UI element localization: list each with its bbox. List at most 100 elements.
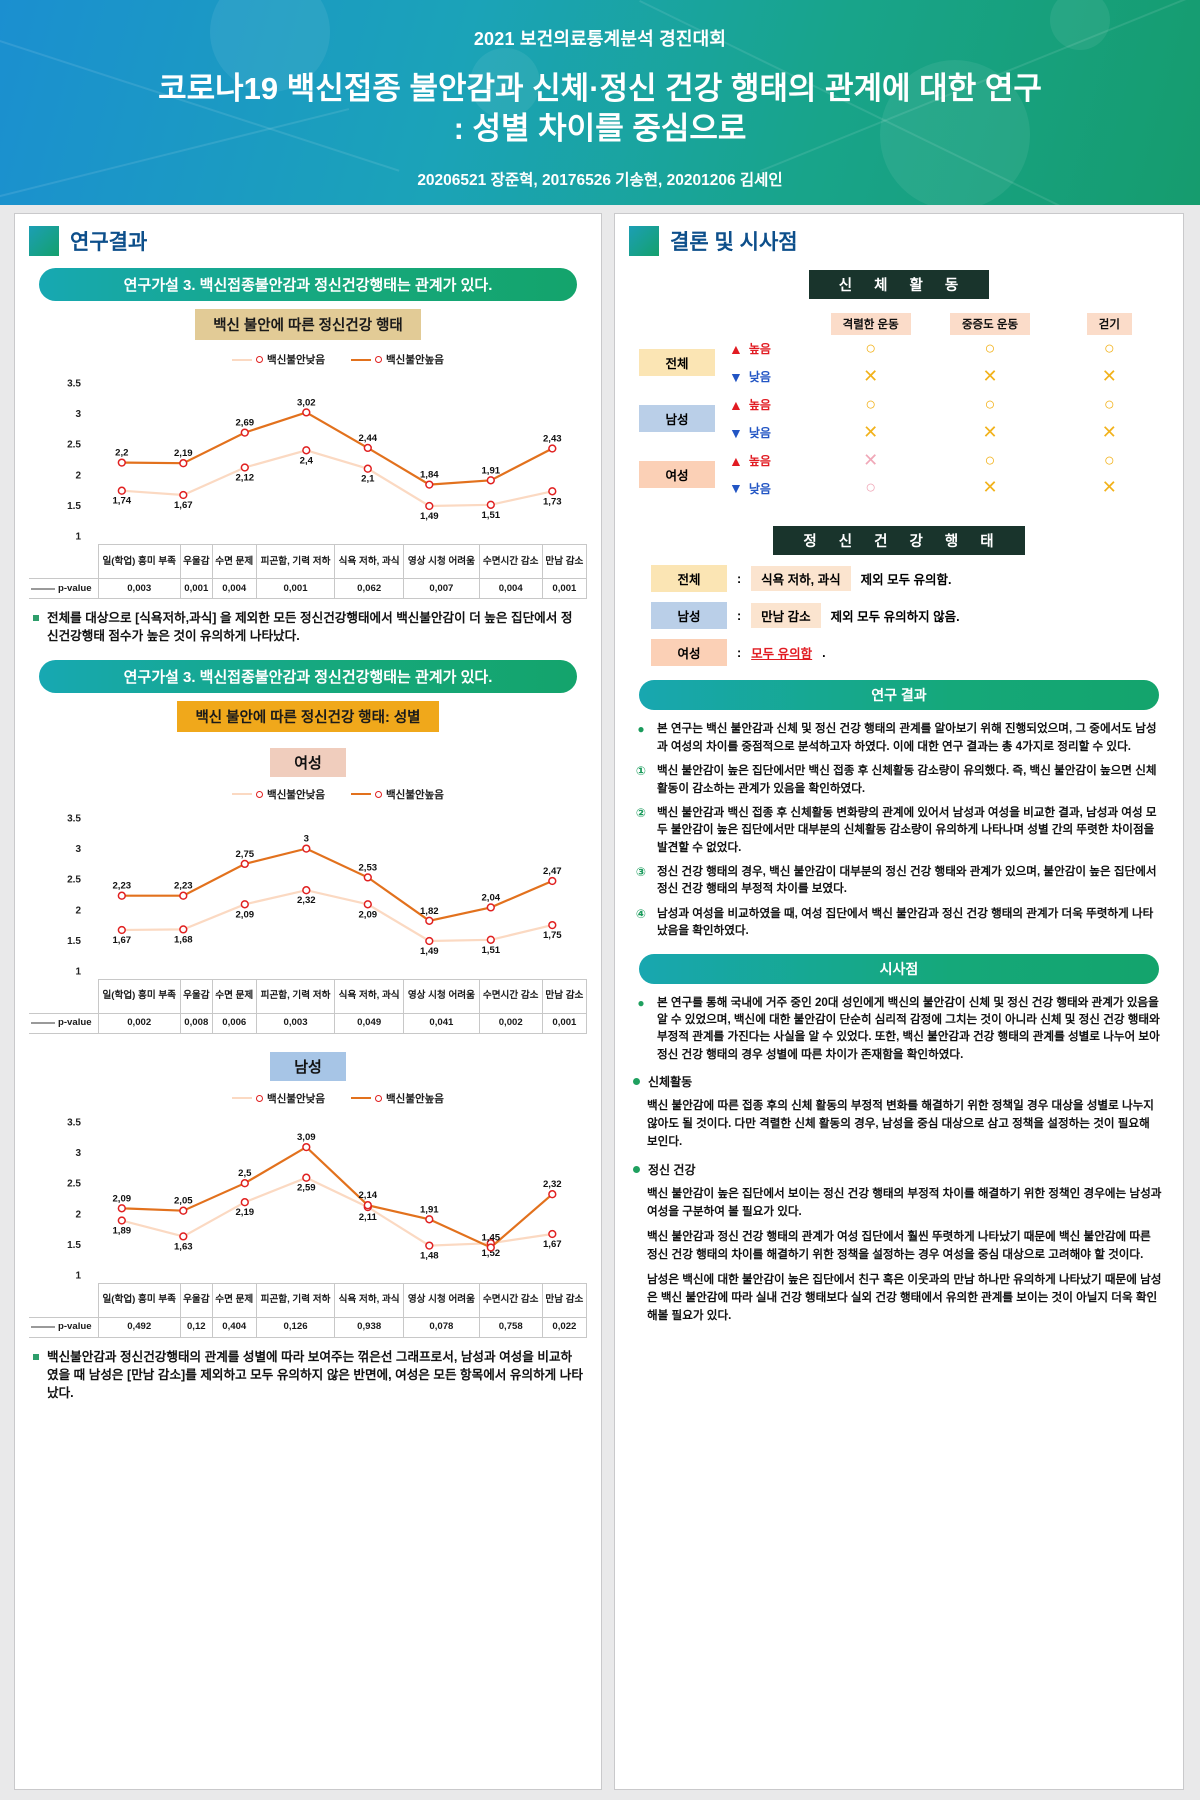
svg-text:2,11: 2,11 bbox=[359, 1212, 378, 1223]
page-title: 코로나19 백신접종 불안감과 신체·정신 건강 행태의 관계에 대한 연구 :… bbox=[0, 69, 1200, 148]
chart2-plot: 3.5 3 2.5 2 1.5 1 1,67 1,68 2,09 2,32 2,09 1,49 1,51… bbox=[29, 804, 587, 979]
male-point bbox=[240, 1197, 249, 1206]
result-item-text: 남성과 여성을 비교하였을 때, 여성 집단에서 백신 불안감과 정신 건강 행… bbox=[657, 906, 1154, 938]
svg-text:1.5: 1.5 bbox=[67, 935, 81, 946]
mental-health-heading: 정 신 건 강 행 태 bbox=[773, 526, 1025, 556]
svg-text:1,51: 1,51 bbox=[481, 944, 500, 955]
svg-text:2,09: 2,09 bbox=[235, 909, 254, 920]
female-tag-wrap: 여성 bbox=[29, 747, 587, 777]
col-header: 영상 시청 어려움 bbox=[403, 978, 480, 1014]
female-svg: 3.5 3 2.5 2 1.5 1 1,67 1,68 2,09 2,32 2,09 1,49 1,51… bbox=[67, 813, 562, 977]
col-header: 일(학업) 흥미 부족 bbox=[97, 544, 181, 579]
col-header: 만남 감소 bbox=[541, 544, 588, 579]
section-chip-icon bbox=[629, 226, 659, 256]
svg-text:2,05: 2,05 bbox=[174, 1195, 193, 1206]
bullet-dot-icon bbox=[633, 1078, 640, 1086]
conclusion-section-header: 결론 및 시사점 bbox=[629, 226, 1169, 256]
circle-mark-icon: ○ bbox=[865, 477, 877, 498]
svg-text:2,23: 2,23 bbox=[174, 880, 193, 891]
overall-point bbox=[179, 490, 188, 500]
chart-male: 백신불안낮음 백신불안높음 3.5 3 2.5 2 1.5 1 1,89 1,63 2,19 2,… bbox=[29, 1091, 587, 1283]
female-point bbox=[179, 924, 188, 934]
mh-separator: : bbox=[737, 571, 742, 586]
pvalue-cell: 0,002 bbox=[97, 1012, 181, 1034]
legend-line-low-icon bbox=[232, 793, 253, 795]
col-header: 수면 문제 bbox=[211, 544, 257, 579]
svg-text:1.5: 1.5 bbox=[67, 1239, 81, 1250]
result-item-text: 정신 건강 행태의 경우, 백신 불안감이 대부분의 정신 건강 행태와 관계가… bbox=[657, 865, 1157, 896]
circle-mark-icon: ○ bbox=[984, 449, 996, 470]
legend-high: 백신불안높음 bbox=[351, 352, 444, 367]
svg-text:2,04: 2,04 bbox=[481, 892, 500, 903]
pvalue-cell: 0,003 bbox=[255, 1012, 336, 1034]
legend-dot-high-icon bbox=[375, 790, 382, 798]
table-corner bbox=[29, 544, 99, 579]
col-header: 피곤함, 기력 저하 bbox=[255, 1282, 336, 1318]
pvalue-row-label: p-value bbox=[29, 578, 99, 599]
pa-mark-cell: ○ bbox=[930, 391, 1049, 419]
mh-group-tag: 남성 bbox=[651, 602, 727, 630]
pvalue-row-label: p-value bbox=[29, 1012, 99, 1034]
result-item: ④ 남성과 여성을 비교하였을 때, 여성 집단에서 백신 불안감과 정신 건강… bbox=[633, 905, 1163, 940]
legend-line-high-icon bbox=[351, 358, 371, 361]
male-point bbox=[179, 1231, 188, 1241]
svg-text:2,2: 2,2 bbox=[115, 448, 128, 459]
col-header: 식욕 저하, 과식 bbox=[334, 1282, 405, 1318]
circle-mark-icon: ○ bbox=[984, 338, 996, 358]
chart1-pvalue-table: 일(학업) 흥미 부족 우울감 수면 문제 피곤함, 기력 저하 식욕 저하, 과식 영상… bbox=[29, 544, 588, 599]
svg-text:1,91: 1,91 bbox=[420, 1204, 439, 1215]
pvalue-cell: 0,062 bbox=[334, 578, 405, 599]
female-point bbox=[425, 936, 434, 945]
pvalue-cell: 0,003 bbox=[97, 578, 181, 599]
col-header: 만남 감소 bbox=[541, 978, 588, 1014]
legend-line-high-icon bbox=[351, 793, 371, 795]
svg-text:3: 3 bbox=[304, 833, 309, 844]
table-corner bbox=[29, 979, 99, 1013]
result-item-text: 백신 불안감이 높은 집단에서만 백신 접종 후 신체활동 감소량이 유의했다.… bbox=[657, 764, 1157, 795]
pa-column-header: 중증도 운동 bbox=[930, 313, 1049, 335]
chart2-banner-wrap: 백신 불안에 따른 정신건강 행태: 성별 bbox=[29, 700, 587, 732]
mental-health-summary: 전체 : 식욕 저하, 과식 제외 모두 유의함. 남성 : 만남 감소 제외 … bbox=[629, 565, 1169, 667]
col-header: 피곤함, 기력 저하 bbox=[255, 978, 336, 1014]
physical-activity-matrix: 격렬한 운동 중증도 운동 걷기 전체 ▲ 높음 ○ ○ ○ ▼ 낮음 ✕ ✕ ✕ 남성 ▲ 높음 ○ ○ ○ ▼ 낮음 ✕… bbox=[629, 313, 1169, 502]
legend-dot-low-icon bbox=[256, 790, 264, 798]
results-section-title: 연구결과 bbox=[70, 231, 148, 254]
arrow-down-icon: ▼ bbox=[729, 480, 743, 497]
cross-mark-icon: ✕ bbox=[1101, 477, 1117, 498]
pa-low-label: ▼ 낮음 bbox=[729, 424, 771, 441]
female-point bbox=[363, 899, 372, 908]
col-header: 수면시간 감소 bbox=[478, 1282, 543, 1318]
mh-chip: 만남 감소 bbox=[751, 603, 821, 629]
sub2-paragraph-3: 남성은 백신에 대한 불안감이 높은 집단에서 친구 혹은 이웃과의 만남 하나… bbox=[647, 1272, 1162, 1322]
pa-mark-cell: ○ bbox=[811, 391, 930, 419]
col-header: 식욕 저하, 과식 bbox=[334, 544, 405, 579]
cross-mark-icon: ✕ bbox=[982, 421, 998, 442]
mh-chip: 모두 유의함 bbox=[751, 647, 813, 662]
pa-mark-cell: ✕ bbox=[1050, 474, 1169, 502]
overall-point bbox=[302, 408, 311, 417]
svg-text:2,09: 2,09 bbox=[112, 1193, 131, 1204]
competition-subtitle: 2021 보건의료통계분석 경진대회 bbox=[473, 29, 727, 49]
female-point bbox=[363, 872, 372, 882]
pvalue-cell: 0,492 bbox=[97, 1316, 181, 1338]
legend-low: 백신불안낮음 bbox=[232, 1091, 325, 1106]
overall-point bbox=[425, 501, 434, 511]
hypothesis-banner-2: 연구가설 3. 백신접종불안감과 정신건강행태는 관계가 있다. bbox=[39, 659, 577, 693]
circle-mark-icon: ○ bbox=[865, 338, 877, 358]
col-header: 수면 문제 bbox=[211, 978, 257, 1014]
pvalue-cell: 0,001 bbox=[179, 578, 213, 599]
bullet-dot-icon bbox=[633, 1166, 640, 1174]
overall-point bbox=[240, 463, 249, 472]
cross-mark-icon: ✕ bbox=[863, 449, 879, 470]
result-item: ② 백신 불안감과 백신 접종 후 신체활동 변화량의 관계에 있어서 남성과 … bbox=[633, 804, 1163, 856]
svg-text:2,43: 2,43 bbox=[543, 434, 562, 445]
svg-text:2,59: 2,59 bbox=[297, 1182, 316, 1193]
sub2-title: 정신 건강 bbox=[648, 1163, 696, 1178]
mh-row: 남성 : 만남 감소 제외 모두 유의하지 않음. bbox=[651, 602, 1169, 630]
mh-group-tag: 전체 bbox=[651, 565, 727, 593]
overall-point bbox=[486, 476, 495, 485]
male-point bbox=[302, 1173, 311, 1182]
svg-text:1,74: 1,74 bbox=[112, 496, 131, 507]
chart1-legend: 백신불안낮음 백신불안높음 bbox=[89, 352, 587, 367]
col-header: 일(학업) 흥미 부족 bbox=[97, 978, 181, 1014]
